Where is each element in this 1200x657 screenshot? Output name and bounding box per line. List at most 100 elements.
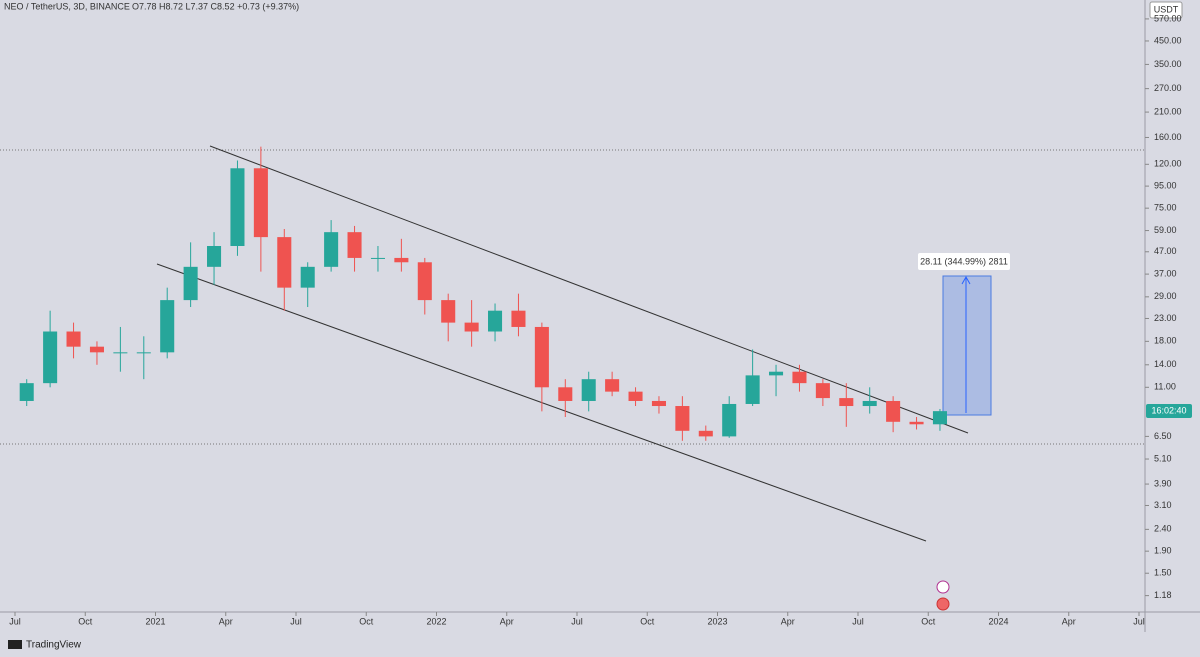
y-tick-label: 3.90 bbox=[1154, 478, 1172, 488]
candle-body bbox=[745, 375, 760, 404]
candle-body bbox=[698, 430, 713, 437]
x-tick-label: 2024 bbox=[988, 616, 1008, 626]
y-tick-label: 11.00 bbox=[1154, 382, 1176, 392]
y-tick-label: 3.10 bbox=[1154, 500, 1172, 510]
event-icon[interactable] bbox=[936, 580, 950, 594]
candle-body bbox=[66, 331, 81, 347]
measure-label: 28.11 (344.99%) 2811 bbox=[920, 256, 1008, 266]
candle-body bbox=[511, 310, 526, 327]
y-tick-label: 59.00 bbox=[1154, 225, 1177, 235]
y-tick-label: 1.50 bbox=[1154, 568, 1172, 578]
y-tick-label: 570.00 bbox=[1154, 13, 1182, 23]
candle-body bbox=[464, 322, 479, 332]
candle-body bbox=[932, 411, 947, 425]
candle-body bbox=[113, 352, 128, 354]
candle-body bbox=[675, 406, 690, 431]
y-tick-label: 37.00 bbox=[1154, 268, 1177, 278]
y-tick-label: 210.00 bbox=[1154, 106, 1182, 116]
x-tick-label: Jul bbox=[9, 616, 21, 626]
x-tick-label: Oct bbox=[78, 616, 93, 626]
countdown: 16:02:40 bbox=[1151, 405, 1186, 415]
y-tick-label: 95.00 bbox=[1154, 180, 1177, 190]
candle-body bbox=[324, 232, 339, 267]
candle-body bbox=[43, 331, 58, 384]
candle-body bbox=[207, 246, 222, 267]
y-tick-label: 450.00 bbox=[1154, 35, 1182, 45]
candle-body bbox=[19, 383, 34, 401]
candle-body bbox=[417, 262, 432, 301]
candle-body bbox=[651, 400, 666, 407]
candle-body bbox=[277, 237, 292, 288]
x-tick-label: Jul bbox=[852, 616, 864, 626]
candle-body bbox=[230, 168, 245, 247]
measure-label-bg bbox=[918, 253, 1010, 270]
candle-body bbox=[839, 398, 854, 407]
y-tick-label: 160.00 bbox=[1154, 132, 1182, 142]
x-tick-label: Oct bbox=[640, 616, 655, 626]
candle-body bbox=[441, 300, 456, 323]
candle-body bbox=[815, 383, 830, 399]
measure-box bbox=[942, 275, 992, 416]
candle-body bbox=[89, 346, 104, 353]
candle-body bbox=[347, 232, 362, 258]
countdown-bg bbox=[1146, 404, 1192, 418]
candle-body bbox=[183, 266, 198, 301]
y-tick-label: 14.00 bbox=[1154, 359, 1177, 369]
x-tick-label: 2022 bbox=[426, 616, 446, 626]
candle-body bbox=[722, 403, 737, 437]
candle-body bbox=[160, 300, 175, 353]
candle-body bbox=[605, 379, 620, 392]
candle-body bbox=[136, 352, 151, 354]
candle-body bbox=[300, 266, 315, 288]
candle-body bbox=[792, 371, 807, 384]
candle-body bbox=[370, 257, 385, 259]
x-tick-label: Jul bbox=[1133, 616, 1145, 626]
x-tick-label: Jul bbox=[571, 616, 583, 626]
x-tick-label: Oct bbox=[359, 616, 374, 626]
brand: TradingView bbox=[26, 640, 82, 651]
measure-arrowhead bbox=[961, 275, 971, 285]
candle-body bbox=[909, 421, 924, 425]
y-tick-label: 2.40 bbox=[1154, 524, 1172, 534]
candle-body bbox=[394, 257, 409, 263]
currency[interactable]: USDT bbox=[1154, 4, 1179, 14]
x-tick-label: 2023 bbox=[707, 616, 727, 626]
event-icon[interactable] bbox=[936, 597, 950, 611]
y-tick-label: 350.00 bbox=[1154, 59, 1182, 69]
candle-body bbox=[581, 379, 596, 401]
candle-body bbox=[628, 391, 643, 401]
x-tick-label: Apr bbox=[500, 616, 514, 626]
y-tick-label: 1.18 bbox=[1154, 590, 1172, 600]
candle-body bbox=[558, 387, 573, 401]
trend-line-upper bbox=[209, 145, 969, 434]
ohlc: O7.78 H8.72 L7.37 C8.52 +0.73 (+9.37%) bbox=[132, 1, 299, 11]
candle-body bbox=[886, 400, 901, 422]
x-tick-label: Jul bbox=[290, 616, 302, 626]
candle-body bbox=[769, 371, 784, 376]
candle-body bbox=[253, 168, 268, 238]
y-tick-label: 18.00 bbox=[1154, 336, 1177, 346]
y-tick-label: 120.00 bbox=[1154, 159, 1182, 169]
logo bbox=[8, 640, 22, 649]
candle-body bbox=[534, 326, 549, 388]
y-tick-label: 270.00 bbox=[1154, 83, 1182, 93]
currency-box[interactable] bbox=[1149, 1, 1183, 19]
y-tick-label: 75.00 bbox=[1154, 203, 1177, 213]
x-tick-label: Apr bbox=[1062, 616, 1076, 626]
candle-body bbox=[488, 310, 503, 332]
y-tick-label: 5.10 bbox=[1154, 453, 1172, 463]
y-tick-label: 47.00 bbox=[1154, 246, 1177, 256]
candle-body bbox=[862, 400, 877, 407]
y-tick-label: 23.00 bbox=[1154, 313, 1177, 323]
y-tick-label: 6.50 bbox=[1154, 431, 1172, 441]
y-tick-label: 29.00 bbox=[1154, 291, 1177, 301]
x-tick-label: Apr bbox=[219, 616, 233, 626]
y-tick-label: 1.90 bbox=[1154, 546, 1172, 556]
x-tick-label: 2021 bbox=[145, 616, 165, 626]
symbol: NEO / TetherUS, 3D, BINANCE bbox=[4, 1, 130, 11]
x-tick-label: Apr bbox=[781, 616, 795, 626]
x-tick-label: Oct bbox=[921, 616, 936, 626]
